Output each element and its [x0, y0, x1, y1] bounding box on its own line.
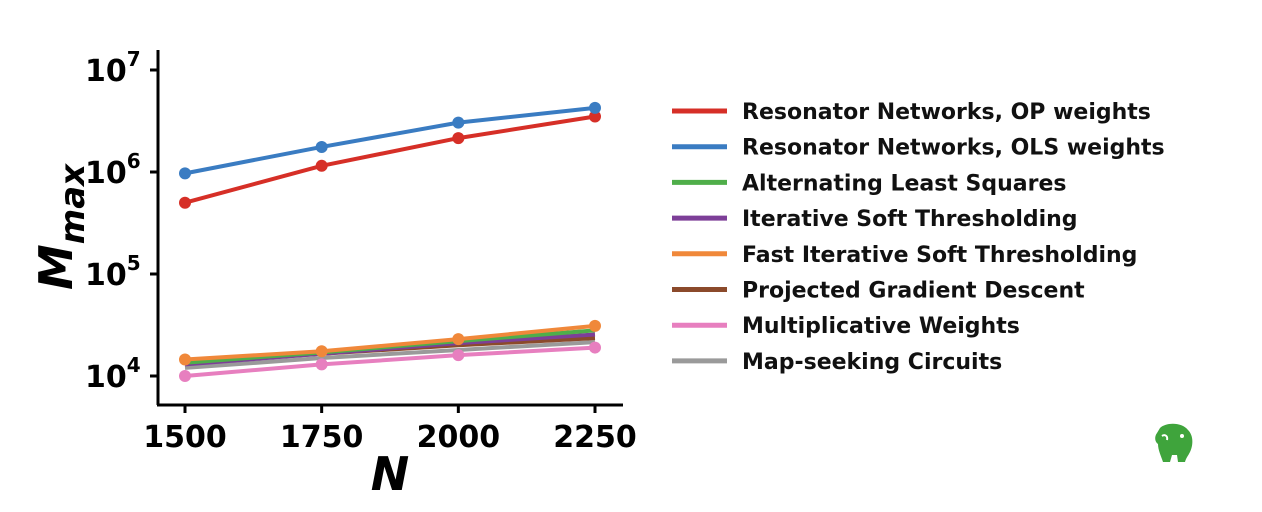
legend-label: Fast Iterative Soft Thresholding	[742, 243, 1137, 268]
evernote-elephant-icon	[1155, 423, 1193, 462]
x-ticks: 1500 1750 2000 2250	[143, 405, 637, 455]
data-point	[315, 345, 328, 358]
data-point	[452, 116, 465, 129]
legend-label: Alternating Least Squares	[742, 171, 1067, 196]
data-point	[452, 132, 465, 145]
series-line	[184, 114, 596, 205]
legend-label: Iterative Soft Thresholding	[742, 207, 1078, 232]
series-markers	[179, 101, 601, 382]
x-tick-label: 2250	[553, 420, 637, 455]
y-tick-label: 105	[85, 251, 141, 293]
x-tick-label: 1750	[280, 420, 364, 455]
data-point	[315, 140, 328, 153]
data-point	[452, 333, 465, 346]
x-axis-title: N	[371, 447, 410, 501]
legend-label: Projected Gradient Descent	[742, 279, 1085, 304]
data-point	[179, 353, 191, 366]
y-axis-title-sub: max	[53, 163, 93, 244]
data-point	[589, 101, 601, 114]
y-tick-label: 106	[85, 149, 141, 191]
series-line	[184, 340, 596, 370]
legend: Resonator Networks, OP weights Resonator …	[672, 100, 1165, 375]
y-tick-exponent: 7	[127, 47, 141, 71]
series-line	[184, 105, 596, 176]
y-tick-exponent: 6	[127, 149, 141, 173]
y-tick-base: 10	[85, 258, 127, 293]
data-point	[452, 349, 465, 362]
y-tick-base: 10	[85, 54, 127, 89]
legend-label: Map-seeking Circuits	[742, 350, 1002, 375]
data-point	[589, 319, 601, 332]
y-tick-label: 104	[85, 353, 141, 395]
data-point	[179, 167, 191, 180]
y-axis-title-base: M	[29, 244, 83, 290]
axes	[156, 50, 623, 407]
data-point	[315, 159, 328, 172]
y-tick-exponent: 5	[127, 251, 141, 275]
y-tick-label: 107	[85, 47, 141, 89]
data-point	[179, 196, 191, 209]
legend-label: Resonator Networks, OP weights	[742, 100, 1151, 125]
legend-label: Multiplicative Weights	[742, 314, 1020, 339]
x-tick-label: 1500	[143, 420, 227, 455]
y-tick-exponent: 4	[127, 353, 141, 377]
legend-label: Resonator Networks, OLS weights	[742, 136, 1165, 161]
data-point	[179, 370, 191, 382]
x-tick-label: 2000	[417, 420, 501, 455]
series-lines	[184, 105, 596, 378]
data-point	[315, 358, 328, 371]
y-tick-base: 10	[85, 156, 127, 191]
data-point	[589, 110, 601, 123]
series-line	[184, 345, 596, 378]
y-tick-base: 10	[85, 360, 127, 395]
y-axis-title: Mmax	[29, 163, 93, 290]
data-point	[589, 341, 601, 354]
series-line	[184, 323, 596, 362]
